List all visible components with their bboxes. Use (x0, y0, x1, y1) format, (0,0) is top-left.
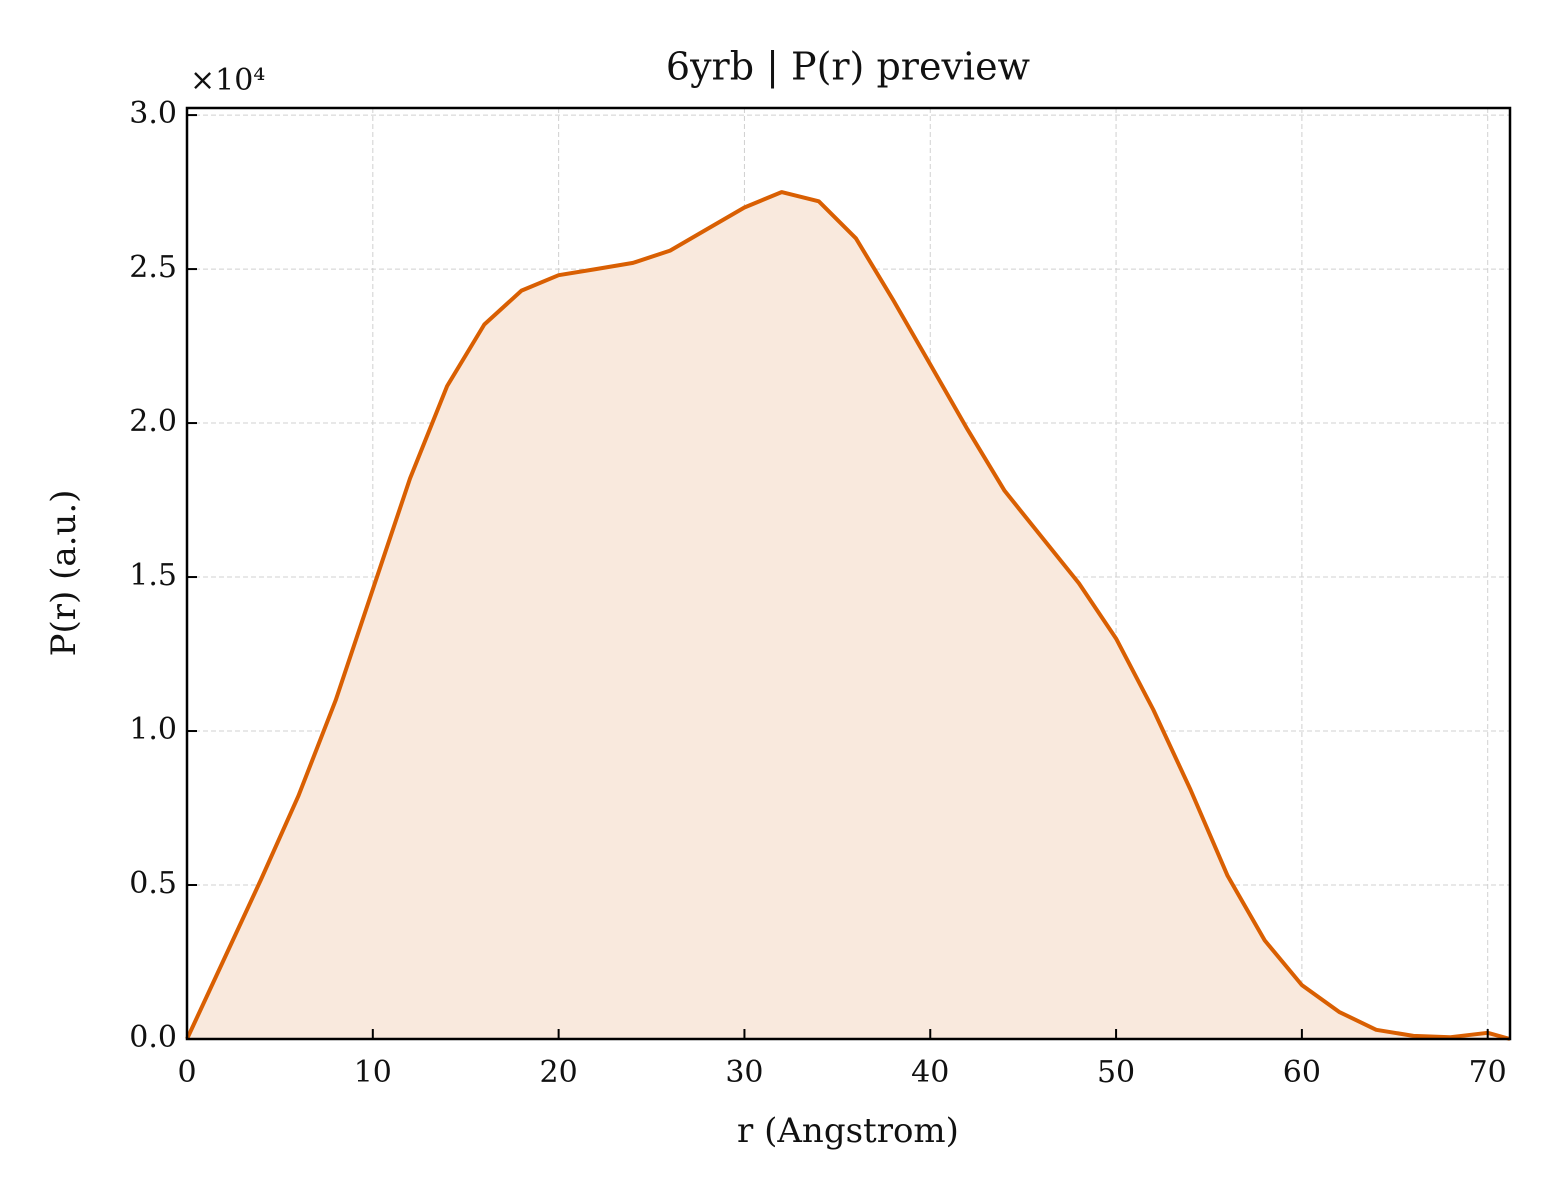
x-tick-label: 70 (1469, 1055, 1507, 1090)
plot-frame (185, 106, 1512, 1041)
ticks: 0 10 20 30 40 50 60 70 0.0 0.5 1.0 1.5 2.0 2.5 3.0 (129, 96, 1507, 1090)
y-axis-label: P(r) (a.u.) (44, 490, 84, 657)
y-tick-label: 3.0 (129, 96, 177, 131)
y-tick-label: 1.5 (129, 558, 177, 593)
x-tick-label: 20 (540, 1055, 578, 1090)
y-tick-label: 1.0 (129, 712, 177, 747)
y-tick-label: 2.0 (129, 404, 177, 439)
x-tick-label: 30 (725, 1055, 763, 1090)
x-tick-label: 60 (1283, 1055, 1321, 1090)
y-tick-label: 0.0 (129, 1020, 177, 1055)
y-tick-label: 0.5 (129, 866, 177, 901)
y-offset-label: ×10⁴ (190, 63, 265, 98)
x-tick-label: 50 (1097, 1055, 1135, 1090)
x-tick-label: 0 (177, 1055, 196, 1090)
x-axis-label: r (Angstrom) (737, 1111, 959, 1151)
line (185, 190, 1511, 1041)
area (187, 192, 1510, 1040)
chart-title: 6yrb | P(r) preview (666, 45, 1031, 89)
y-tick-label: 2.5 (129, 250, 177, 285)
x-tick-label: 10 (354, 1055, 392, 1090)
x-tick-label: 40 (911, 1055, 949, 1090)
plot-data (185, 190, 1511, 1041)
